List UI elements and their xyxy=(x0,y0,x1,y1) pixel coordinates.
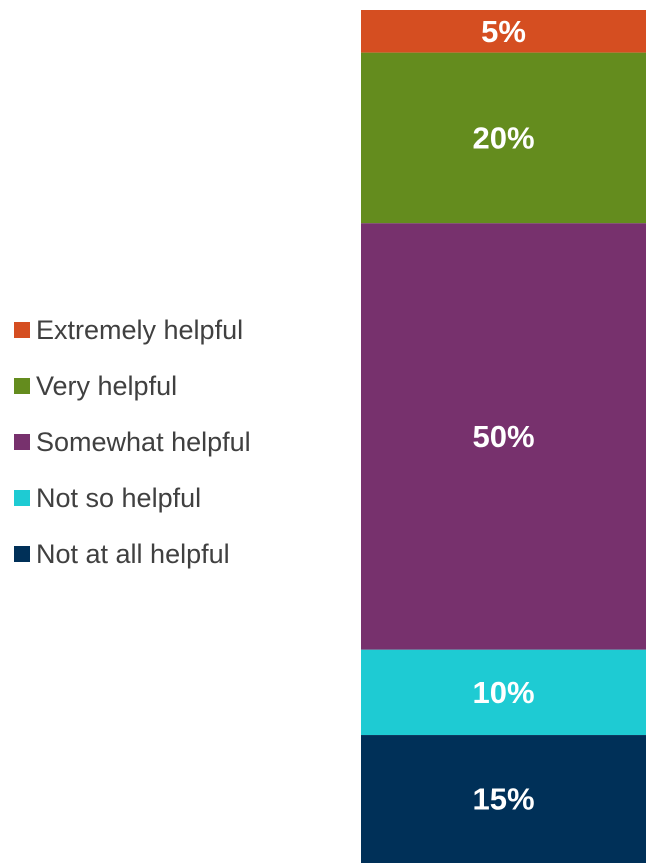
data-label-somewhat-helpful: 50% xyxy=(472,419,534,454)
legend-item-extremely-helpful: Extremely helpful xyxy=(14,312,304,348)
legend-item-somewhat-helpful: Somewhat helpful xyxy=(14,424,304,460)
legend-label: Not so helpful xyxy=(36,482,202,513)
bar-segment-extremely-helpful xyxy=(361,10,646,53)
bar-segment-somewhat-helpful xyxy=(361,223,646,650)
legend-swatch xyxy=(14,546,30,562)
bar-segment-very-helpful xyxy=(361,52,646,224)
data-labels: 5% 20% 50% 10% 15% xyxy=(472,14,534,817)
legend-label: Somewhat helpful xyxy=(36,426,251,457)
legend-swatch xyxy=(14,378,30,394)
legend-item-very-helpful: Very helpful xyxy=(14,368,304,404)
legend-swatch xyxy=(14,434,30,450)
legend-label: Extremely helpful xyxy=(36,314,244,345)
legend-label: Not at all helpful xyxy=(36,538,230,569)
data-label-not-so-helpful: 10% xyxy=(472,675,534,710)
bar-segment-not-at-all-helpful xyxy=(361,735,646,863)
data-label-extremely-helpful: 5% xyxy=(481,14,526,49)
legend-item-not-at-all-helpful: Not at all helpful xyxy=(14,536,304,572)
legend-swatch xyxy=(14,490,30,506)
data-label-not-at-all-helpful: 15% xyxy=(472,782,534,817)
chart-legend: Extremely helpful Very helpful Somewhat … xyxy=(14,312,304,592)
data-label-very-helpful: 20% xyxy=(472,120,534,155)
legend-item-not-so-helpful: Not so helpful xyxy=(14,480,304,516)
stacked-bar xyxy=(361,10,646,863)
bar-segment-not-so-helpful xyxy=(361,649,646,736)
legend-swatch xyxy=(14,322,30,338)
legend-label: Very helpful xyxy=(36,370,178,401)
